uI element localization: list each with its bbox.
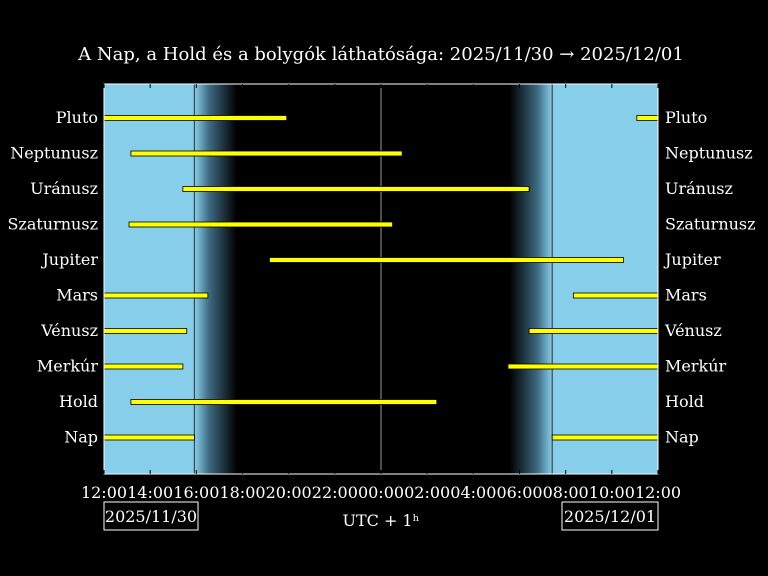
visibility-bar [182, 186, 530, 192]
visibility-bars [103, 115, 659, 441]
row-labels: Pluto Pluto Neptunusz Neptunusz Uránusz Uránu… [7, 108, 755, 447]
x-tick-label: 02:00 [404, 483, 450, 502]
x-tick-label: 12:00 [81, 483, 127, 502]
row-label-left: Mars [56, 286, 98, 305]
x-tick-label: 16:00 [173, 483, 219, 502]
x-tick-label: 12:00 [635, 483, 681, 502]
visibility-bar [103, 363, 184, 370]
visibility-bar [528, 328, 659, 334]
row-label-left: Nap [64, 428, 98, 447]
visibility-bar [269, 257, 624, 263]
row-label-right: Hold [665, 392, 704, 411]
start-date-label: 2025/11/30 [105, 507, 197, 526]
row-label-left: Merkúr [37, 357, 99, 376]
x-tick-label: 14:00 [127, 483, 173, 502]
evening-twilight-region [194, 84, 237, 474]
x-tick-label: 18:00 [219, 483, 265, 502]
row-label-right: Mars [665, 286, 707, 305]
tick-marks [103, 84, 659, 474]
row-label-right: Neptunusz [665, 144, 753, 163]
event-lines [193, 84, 553, 474]
row-label-left: Szaturnusz [7, 215, 98, 234]
row-label-right: Szaturnusz [665, 215, 756, 234]
row-label-right: Jupiter [663, 250, 721, 269]
row-label-left: Jupiter [40, 250, 98, 269]
visibility-bar [507, 363, 659, 370]
visibility-bar [103, 292, 209, 299]
sky-background [104, 84, 658, 474]
x-axis-label: UTC + 1ʰ [342, 511, 419, 530]
row-label-left: Pluto [56, 108, 98, 127]
visibility-bar [128, 221, 393, 228]
x-tick-label: 06:00 [496, 483, 542, 502]
row-label-left: Hold [59, 392, 98, 411]
x-tick-label: 10:00 [589, 483, 635, 502]
visibility-bar [572, 292, 659, 299]
day-evening-region [104, 84, 195, 474]
row-label-right: Vénusz [664, 321, 722, 340]
row-label-right: Uránusz [665, 179, 733, 198]
row-label-right: Pluto [665, 108, 707, 127]
end-date-box [561, 501, 659, 531]
x-tick-label: 20:00 [266, 483, 312, 502]
x-tick-labels: 12:00 14:00 16:00 18:00 20:00 22:00 00:00 02:00… [81, 483, 681, 502]
x-tick-label: 22:00 [312, 483, 358, 502]
row-label-left: Uránusz [30, 179, 98, 198]
visibility-bar [103, 115, 288, 121]
day-morning-region [552, 84, 658, 474]
night-region [236, 84, 510, 474]
visibility-bar [103, 434, 195, 441]
row-label-left: Neptunusz [10, 144, 98, 163]
visibility-bar [103, 328, 188, 334]
row-label-right: Merkúr [665, 357, 727, 376]
visibility-bar [636, 115, 659, 121]
chart-title: A Nap, a Hold és a bolygók láthatósága: … [77, 44, 684, 65]
visibility-bar [551, 434, 659, 441]
end-date-label: 2025/12/01 [564, 507, 656, 526]
visibility-bar [130, 399, 438, 405]
visibility-bar [130, 150, 403, 157]
x-tick-label: 08:00 [543, 483, 589, 502]
row-label-right: Nap [665, 428, 699, 447]
x-tick-label: 00:00 [358, 483, 404, 502]
row-label-left: Vénusz [40, 321, 98, 340]
x-tick-label: 04:00 [450, 483, 496, 502]
start-date-box [103, 501, 199, 531]
morning-twilight-region [509, 84, 553, 474]
